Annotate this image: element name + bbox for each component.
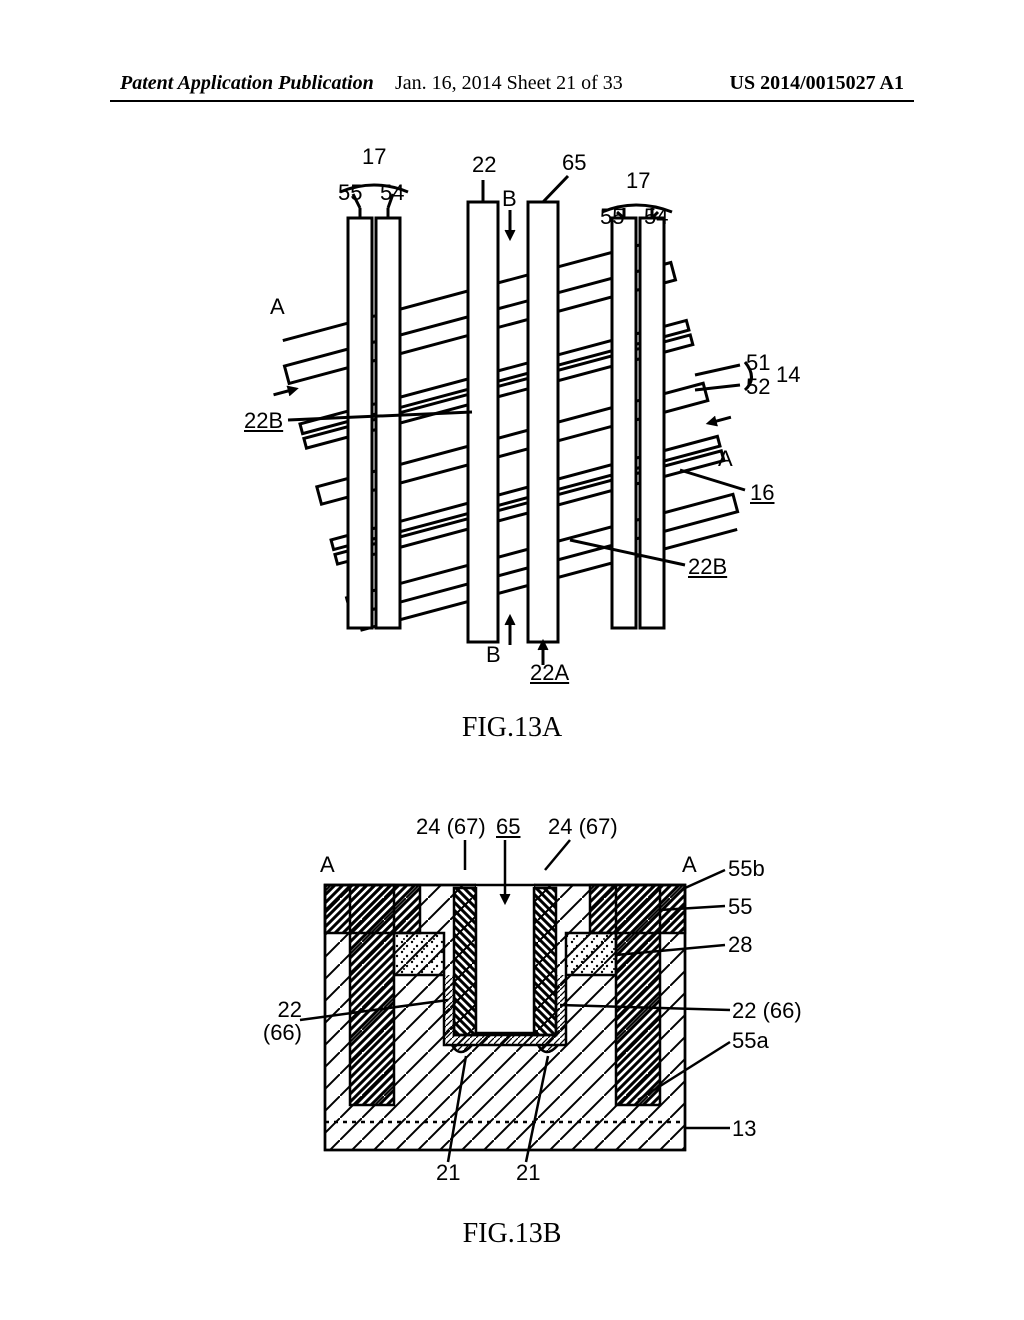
label-54-left: 54 xyxy=(380,180,404,206)
label-A-left-b: A xyxy=(320,852,335,878)
label-22-66-left: 22 (66) xyxy=(258,998,302,1044)
label-22-left-a: 22 xyxy=(278,997,302,1022)
label-B-top: B xyxy=(502,186,517,212)
caption-fig13a: FIG.13A xyxy=(0,712,1024,744)
label-65-top: 65 xyxy=(562,150,586,176)
label-55: 55 xyxy=(728,894,752,920)
fig13a-svg xyxy=(240,150,780,690)
label-22A: 22A xyxy=(530,660,569,686)
label-A-left: A xyxy=(270,294,285,320)
label-55b: 55b xyxy=(728,856,765,882)
label-22-left-b: (66) xyxy=(263,1020,302,1045)
label-17-right: 17 xyxy=(626,168,650,194)
label-A-right-b: A xyxy=(682,852,697,878)
header-pubnumber: US 2014/0015027 A1 xyxy=(730,72,904,95)
label-13: 13 xyxy=(732,1116,756,1142)
label-14: 14 xyxy=(776,362,800,388)
label-51: 51 xyxy=(746,350,770,376)
label-22-top: 22 xyxy=(472,152,496,178)
label-52: 52 xyxy=(746,374,770,400)
label-21-a: 21 xyxy=(436,1160,460,1186)
label-65-b: 65 xyxy=(496,814,520,840)
label-22B-right: 22B xyxy=(688,554,727,580)
label-55-left: 55 xyxy=(338,180,362,206)
label-21-b: 21 xyxy=(516,1160,540,1186)
label-B-bot: B xyxy=(486,642,501,668)
label-55a: 55a xyxy=(732,1028,769,1054)
header-rule xyxy=(110,100,914,102)
label-24-left: 24 (67) xyxy=(416,814,486,840)
label-17-left: 17 xyxy=(362,144,386,170)
label-55-right: 55 xyxy=(600,204,624,230)
header-publication: Patent Application Publication xyxy=(120,72,374,95)
header-date-sheet: Jan. 16, 2014 Sheet 21 of 33 xyxy=(395,72,623,95)
label-28: 28 xyxy=(728,932,752,958)
label-22-66-right: 22 (66) xyxy=(732,998,802,1024)
figure-13a: 17 55 54 22 65 17 55 54 B B A A 22B 22B … xyxy=(240,150,780,690)
page: Patent Application Publication Jan. 16, … xyxy=(0,0,1024,1320)
label-22B-left: 22B xyxy=(244,408,283,434)
fig13b-svg xyxy=(230,810,790,1190)
figure-13b: A A 24 (67) 65 24 (67) 55b 55 28 22 (66)… xyxy=(230,810,790,1190)
label-16: 16 xyxy=(750,480,774,506)
label-54-right: 54 xyxy=(644,204,668,230)
label-A-right: A xyxy=(718,446,733,472)
caption-fig13b: FIG.13B xyxy=(0,1218,1024,1250)
label-24-right: 24 (67) xyxy=(548,814,618,840)
